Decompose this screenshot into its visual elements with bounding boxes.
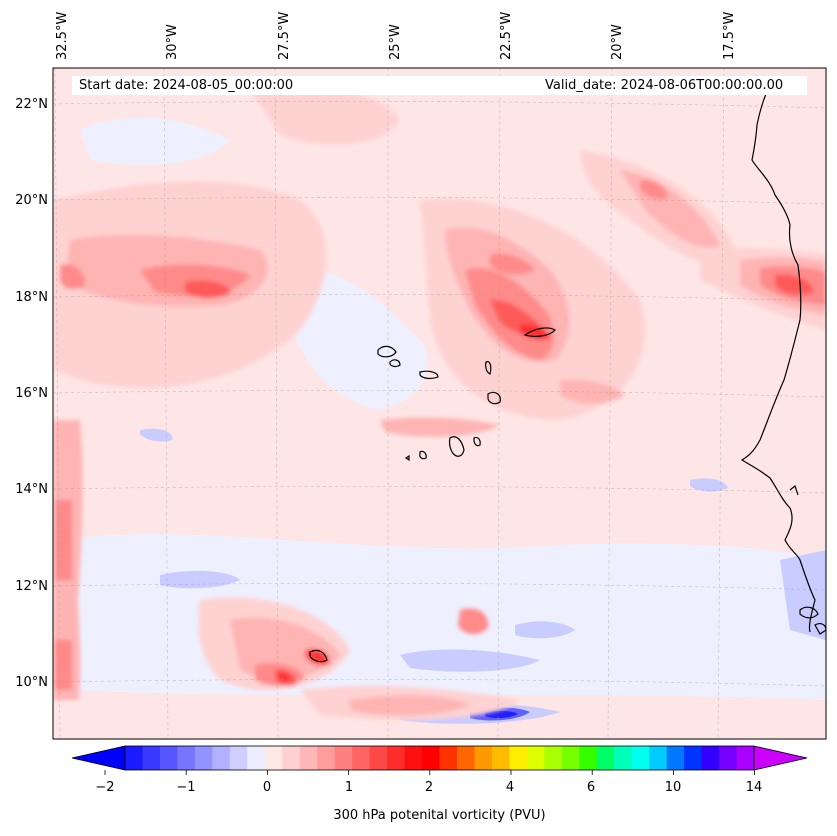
pv-field — [53, 68, 826, 739]
lon-label-17-5w: 17.5°W — [722, 11, 737, 60]
lon-label-30w: 30°W — [165, 24, 180, 60]
colorbar-tick-minus-1: −1 — [176, 780, 196, 795]
colorbar-segment — [404, 746, 423, 770]
colorbar-over-arrow — [753, 745, 808, 771]
colorbar-segment — [282, 746, 301, 770]
gambia-coastline — [789, 484, 799, 496]
colorbar-segment — [631, 746, 650, 770]
start-date-text: Start date: 2024-08-05_00:00:00 — [79, 78, 294, 93]
colorbar-segment — [334, 746, 353, 770]
colorbar-tick-marks — [104, 770, 755, 775]
lat-label-18n: 18°N — [15, 290, 48, 305]
lon-label-25w: 25°W — [388, 24, 403, 60]
colorbar-segment — [544, 746, 563, 770]
colorbar-segment — [666, 746, 685, 770]
island-maio — [473, 436, 481, 447]
colorbar-segment — [142, 746, 161, 770]
colorbar-tick-minus-2: −2 — [95, 780, 115, 795]
colorbar-segment — [212, 746, 231, 770]
coastlines — [309, 84, 826, 663]
lat-label-22n: 22°N — [15, 97, 48, 112]
colorbar-segment — [561, 746, 580, 770]
lat-label-10n: 10°N — [15, 675, 48, 690]
island-boa-vista — [487, 391, 501, 405]
lon-label-32-5w: 32.5°W — [55, 11, 70, 60]
colorbar-segment — [491, 746, 510, 770]
high-pv-regions — [53, 86, 826, 720]
colorbar-segment — [352, 746, 371, 770]
colorbar-segment — [684, 746, 703, 770]
valid-date-text: Valid_date: 2024-08-06T00:00:00.00 — [545, 78, 784, 93]
lat-label-12n: 12°N — [15, 579, 48, 594]
colorbar-tick-14: 14 — [745, 780, 763, 795]
colorbar-segment — [701, 746, 720, 770]
lon-label-20w: 20°W — [610, 24, 625, 60]
lon-label-22-5w: 22.5°W — [499, 11, 514, 60]
colorbar-segment — [177, 746, 196, 770]
guinea-coast — [814, 623, 826, 635]
africa-coastline — [740, 84, 816, 633]
pv-contour-2-south — [309, 649, 328, 663]
island-sao-vicente — [389, 359, 401, 368]
island-fogo — [419, 450, 427, 460]
colorbar-tick-0: 0 — [262, 780, 272, 795]
colorbar-segment — [317, 746, 336, 770]
colorbar-segment — [614, 746, 633, 770]
colorbar-segment — [387, 746, 406, 770]
colorbar-segment — [299, 746, 318, 770]
colorbar-segment — [229, 746, 248, 770]
colorbar-segment — [247, 746, 266, 770]
lon-label-27-5w: 27.5°W — [277, 11, 292, 60]
colorbar-segment — [509, 746, 528, 770]
map-frame — [52, 67, 827, 740]
lat-label-16n: 16°N — [15, 386, 48, 401]
colorbar-segment — [474, 746, 493, 770]
island-santo-antao — [377, 345, 397, 358]
island-sao-nicolau — [419, 370, 439, 380]
colorbar-under-arrow — [71, 745, 126, 771]
colorbar-segment — [596, 746, 615, 770]
colorbar-segment — [579, 746, 598, 770]
colorbar-segment — [369, 746, 388, 770]
colorbar-tick-6: 6 — [586, 780, 596, 795]
colorbar-tick-4: 4 — [505, 780, 515, 795]
graticule — [53, 68, 826, 739]
colorbar-tick-1: 1 — [344, 780, 354, 795]
colorbar-tick-10: 10 — [664, 780, 682, 795]
lat-label-14n: 14°N — [15, 482, 48, 497]
colorbar-segment — [736, 746, 755, 770]
lat-label-20n: 20°N — [15, 193, 48, 208]
colorbar-outline — [124, 745, 755, 771]
island-santiago — [448, 436, 465, 457]
colorbar-segment — [456, 746, 475, 770]
colorbar-segments — [125, 746, 755, 770]
colorbar-label: 300 hPa potenital vorticity (PVU) — [333, 808, 546, 823]
colorbar-segment — [422, 746, 440, 770]
header-box — [72, 76, 807, 95]
colorbar-segment — [125, 746, 143, 770]
pv-contour-2-north — [523, 327, 556, 337]
island-brava — [404, 454, 410, 462]
colorbar-segment — [159, 746, 178, 770]
colorbar-segment — [264, 746, 283, 770]
colorbar-segment — [526, 746, 545, 770]
colorbar-segment — [439, 746, 458, 770]
island-sal — [485, 361, 492, 375]
colorbar-segment — [194, 746, 213, 770]
colorbar-tick-2: 2 — [424, 780, 434, 795]
colorbar-segment — [719, 746, 738, 770]
colorbar-segment — [649, 746, 668, 770]
bissago-islands — [799, 606, 819, 619]
colorbar — [71, 745, 808, 775]
